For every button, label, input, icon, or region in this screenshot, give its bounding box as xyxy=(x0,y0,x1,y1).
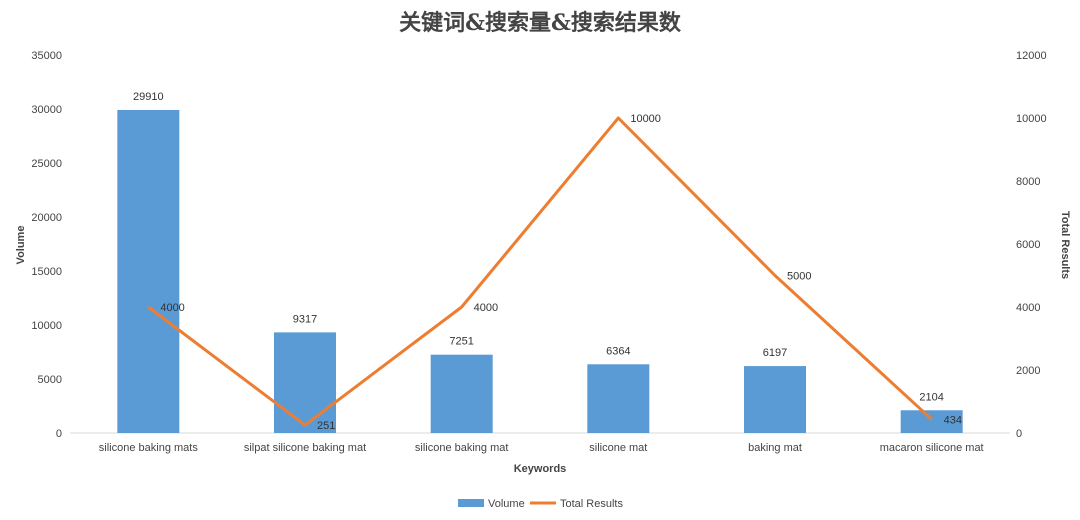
left-axis-ticks: 0 5000 10000 15000 20000 25000 30000 35000 xyxy=(31,50,62,440)
category-label: macaron silicone mat xyxy=(880,442,984,454)
total-results-data-label: 4000 xyxy=(474,302,498,314)
total-results-data-label: 5000 xyxy=(787,271,811,283)
volume-data-label: 6197 xyxy=(763,347,787,359)
y-tick-label: 35000 xyxy=(31,50,62,62)
category-label: silicone mat xyxy=(589,442,647,454)
x-axis-title: Keywords xyxy=(514,463,567,475)
y-tick-label: 15000 xyxy=(31,266,62,278)
volume-data-label: 7251 xyxy=(449,336,473,348)
category-label: silpat silicone baking mat xyxy=(244,442,366,454)
volume-bar xyxy=(274,332,336,433)
volume-bar xyxy=(430,354,493,433)
total-results-data-label: 10000 xyxy=(630,113,661,125)
y2-axis-title: Total Results xyxy=(1059,211,1071,279)
volume-data-label: 9317 xyxy=(293,313,317,325)
volume-bar xyxy=(744,366,806,433)
y2-tick-label: 2000 xyxy=(1016,365,1040,377)
volume-data-label: 29910 xyxy=(133,91,164,103)
total-results-line xyxy=(147,116,933,427)
y-tick-label: 5000 xyxy=(38,374,62,386)
chart-title: 关键词&搜索量&搜索结果数 xyxy=(399,10,682,36)
legend-total-results-label: Total Results xyxy=(560,498,623,510)
category-label: silicone baking mats xyxy=(99,442,199,454)
legend-volume-swatch xyxy=(458,499,484,507)
volume-bars xyxy=(117,109,963,434)
y2-tick-label: 0 xyxy=(1016,428,1022,440)
total-results-data-label: 434 xyxy=(944,414,962,426)
total-results-data-label: 4000 xyxy=(160,302,184,314)
category-label: silicone baking mat xyxy=(415,442,509,454)
right-axis-ticks: 0 2000 4000 6000 8000 10000 12000 xyxy=(1016,50,1047,440)
volume-bar xyxy=(587,364,650,433)
y2-tick-label: 12000 xyxy=(1016,50,1047,62)
y-tick-label: 25000 xyxy=(31,158,62,170)
y-tick-label: 0 xyxy=(56,428,62,440)
y2-tick-label: 10000 xyxy=(1016,113,1047,125)
y-tick-label: 20000 xyxy=(31,212,62,224)
volume-bar xyxy=(900,410,963,433)
volume-data-labels: 29910 9317 7251 6364 6197 2104 xyxy=(133,91,944,403)
volume-data-label: 2104 xyxy=(919,391,943,403)
y-axis-title: Volume xyxy=(15,226,27,265)
volume-data-label: 6364 xyxy=(606,345,630,357)
y2-tick-label: 8000 xyxy=(1016,176,1040,188)
volume-bar xyxy=(117,109,180,434)
total-results-data-label: 251 xyxy=(317,420,335,432)
category-labels: silicone baking mats silpat silicone baki… xyxy=(99,442,984,454)
y-tick-label: 10000 xyxy=(31,320,62,332)
y2-tick-label: 4000 xyxy=(1016,302,1040,314)
legend-volume-label: Volume xyxy=(488,498,525,510)
category-label: baking mat xyxy=(748,442,802,454)
legend: Volume Total Results xyxy=(458,498,623,510)
y2-tick-label: 6000 xyxy=(1016,239,1040,251)
y-tick-label: 30000 xyxy=(31,104,62,116)
total-results-data-labels: 4000 251 4000 10000 5000 434 xyxy=(160,113,962,432)
